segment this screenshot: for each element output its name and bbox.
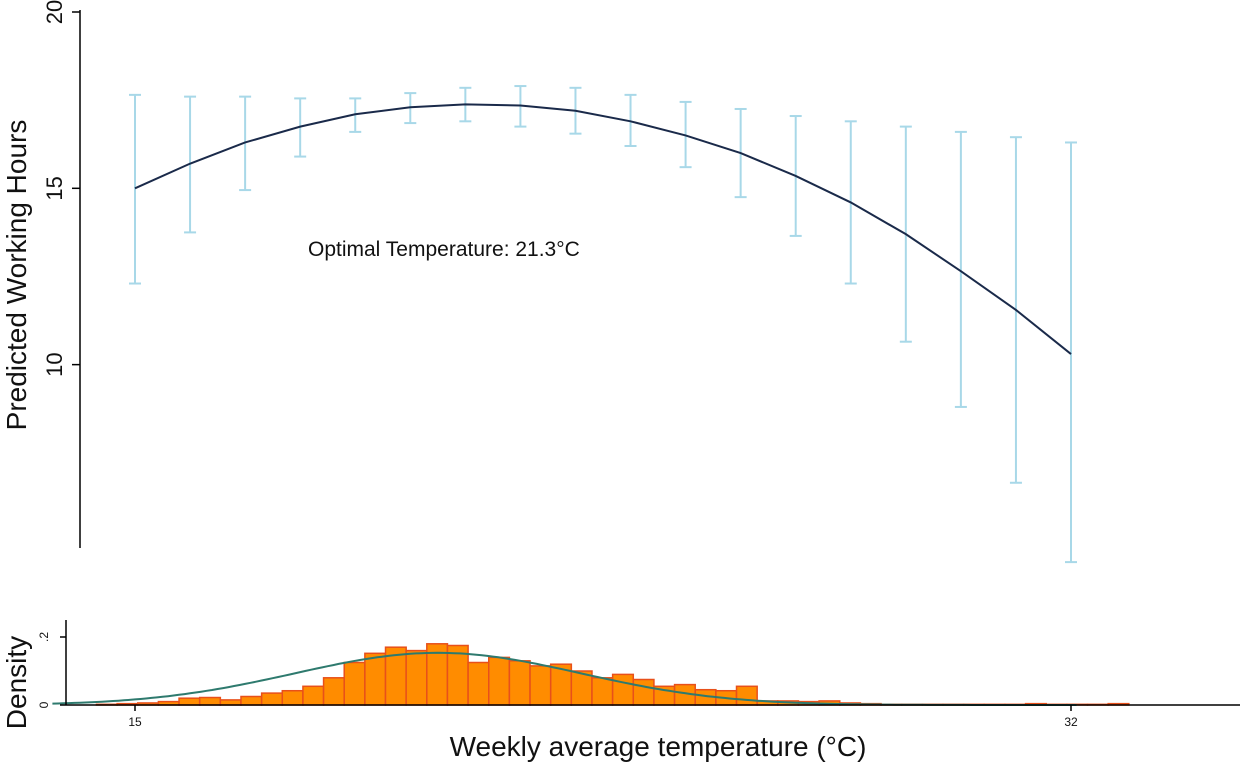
histogram-bar [405, 649, 428, 706]
histogram-bar [508, 660, 531, 706]
histogram-bar [488, 656, 511, 706]
histogram-bar [611, 673, 635, 706]
y-ticks: 10 15 20 [42, 0, 80, 377]
density-y-ticks: 0.2 [37, 632, 66, 708]
histogram-bar [260, 692, 284, 706]
y-tick-label: 20 [42, 0, 67, 24]
histogram-bar [178, 697, 201, 706]
histogram-bar [302, 685, 325, 706]
density-y-tick-label: .2 [37, 632, 51, 642]
histogram-bar [322, 677, 345, 706]
y-tick-label: 10 [42, 352, 67, 376]
y-tick-label: 15 [42, 176, 67, 200]
density-y-axis-label: Density [1, 636, 32, 729]
confidence-intervals [129, 85, 1077, 564]
x-axis-label: Weekly average temperature (°C) [450, 731, 867, 762]
histogram-bar [529, 665, 552, 706]
histogram-bar [198, 696, 222, 706]
y-axis-label: Predicted Working Hours [1, 120, 32, 431]
optimal-temperature-annotation: Optimal Temperature: 21.3°C [308, 238, 580, 261]
histogram-bars [95, 643, 1130, 706]
histogram-bar [240, 695, 263, 706]
histogram-bar [364, 652, 387, 706]
x-tick-label: 15 [128, 715, 142, 729]
main-plot-panel: 10 15 20 Predicted Working Hours Optimal T… [1, 0, 1077, 564]
histogram-bar [632, 678, 655, 706]
histogram-bar [219, 699, 242, 706]
prediction-line [134, 103, 1072, 355]
ci-bar [129, 93, 141, 285]
histogram-bar [467, 661, 490, 706]
histogram-bar [343, 661, 366, 706]
x-ticks: 15 32 [128, 705, 1078, 729]
density-panel: 0.2 15 32 Density Weekly average temperat… [1, 620, 1240, 762]
histogram-bar [735, 685, 758, 706]
histogram-bar [591, 677, 614, 706]
x-tick-label: 32 [1064, 715, 1078, 729]
ci-bar [954, 130, 967, 408]
ci-bar [1065, 141, 1077, 564]
histogram-bar [281, 689, 304, 706]
density-y-tick-label: 0 [37, 701, 51, 708]
